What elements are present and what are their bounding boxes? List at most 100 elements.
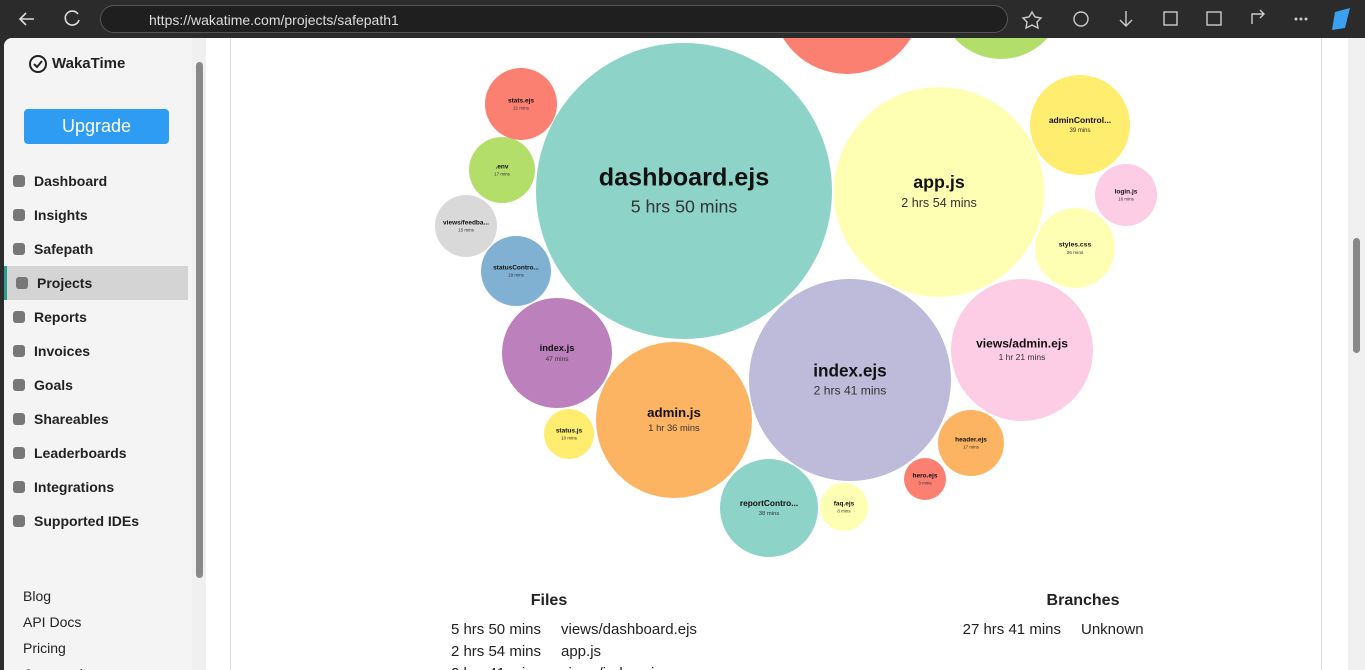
table-cell: 2 hrs 54 mins [450, 643, 541, 660]
nav-icon [13, 175, 25, 187]
bubble-label: stats.ejs [508, 98, 534, 105]
nav-icon [13, 379, 25, 391]
bubble[interactable]: views/feedba...15 mins [435, 195, 497, 257]
bubble-circle [596, 342, 752, 498]
back-button[interactable] [18, 12, 34, 26]
sidebar: WakaTime Upgrade Dashboard Insights Safepa… [4, 38, 192, 670]
collections-button[interactable] [1163, 11, 1178, 26]
favorites-button[interactable] [1021, 10, 1043, 30]
nav-label: Projects [37, 275, 93, 291]
table-cell: views/index.ejs [561, 665, 662, 670]
bubble-label: hero.ejs [913, 473, 938, 480]
bubble-time: 2 hrs 41 mins [814, 384, 887, 398]
upgrade-button[interactable]: Upgrade [24, 109, 169, 144]
footer-link[interactable]: Community [23, 666, 94, 670]
bubble[interactable]: dashboard.ejs 5 hrs 50 mins [536, 43, 832, 339]
nav-item[interactable]: Integrations [4, 470, 188, 504]
bubble[interactable]: statusContro...19 mins [481, 236, 551, 306]
bubble-label: status.js [556, 428, 583, 435]
bubble-time: 3 mins [918, 480, 932, 485]
nav-item[interactable]: Goals [4, 368, 188, 402]
main-scrollbar [1348, 38, 1365, 670]
bubble-circle [834, 87, 1044, 297]
bubble-circle [1030, 75, 1130, 175]
bubble-time: 26 mins [1067, 250, 1084, 256]
nav-item[interactable]: Safepath [4, 232, 188, 266]
bubble-label: app.js [913, 172, 965, 192]
bubble-label: statusContro... [493, 265, 539, 272]
table-cell: views/dashboard.ejs [561, 621, 697, 638]
refresh-button[interactable] [64, 10, 80, 26]
nav-item[interactable]: Shareables [4, 402, 188, 436]
nav-item[interactable]: Reports [4, 300, 188, 334]
copilot-button[interactable] [1332, 8, 1350, 30]
page-content: WakaTime Upgrade Dashboard Insights Safepa… [4, 38, 1365, 670]
nav-item[interactable]: Leaderboards [4, 436, 188, 470]
nav-label: Invoices [34, 343, 91, 359]
table-cell: 5 hrs 50 mins [450, 621, 541, 638]
bubble-label: adminControl... [1049, 115, 1111, 125]
bubble-time: 1 hr 21 mins [999, 352, 1046, 362]
bubble-time: 5 hrs 50 mins [631, 196, 738, 216]
table-title: Files [530, 592, 568, 609]
address-bar[interactable]: https://wakatime.com/projects/safepath1 [100, 5, 1008, 33]
table-cell: Unknown [1081, 621, 1144, 638]
nav-icon [13, 481, 25, 493]
bubble-label: index.ejs [813, 360, 886, 380]
nav-item[interactable]: Dashboard [4, 164, 188, 198]
bubble-circle [469, 137, 535, 203]
logo[interactable]: WakaTime [52, 55, 126, 72]
history-button[interactable] [1073, 11, 1089, 27]
footer-link[interactable]: Pricing [23, 640, 66, 656]
bubble-label: reportContro... [740, 498, 798, 508]
nav-item[interactable]: Supported IDEs [4, 504, 188, 538]
nav-icon [13, 209, 25, 221]
nav-icon [16, 277, 28, 289]
share-button[interactable] [1251, 9, 1265, 24]
nav-item[interactable]: Invoices [4, 334, 188, 368]
bubble[interactable]: views/admin.ejs 1 hr 21 mins [951, 279, 1093, 421]
table-cell: 27 hrs 41 mins [962, 621, 1061, 638]
main-panel: stats.ejs 21 mins dashboard.ejs 5 hrs 50 mi… [230, 38, 1322, 670]
bubble-circle [435, 195, 497, 257]
bubble-circle [544, 409, 594, 459]
bubble[interactable]: index.js 47 mins [502, 298, 612, 408]
toolbar-icons [1021, 8, 1350, 30]
screenshot-button[interactable] [1206, 11, 1222, 26]
nav-item[interactable]: Insights [4, 198, 188, 232]
bubble-time: 2 hrs 54 mins [901, 196, 977, 210]
browser-toolbar: https://wakatime.com/projects/safepath1 [0, 0, 1365, 38]
bubble-circle [481, 236, 551, 306]
bubble[interactable]: index.ejs 2 hrs 41 mins [749, 279, 951, 481]
footer-link[interactable]: Blog [23, 588, 52, 604]
bubble-time: 1 hr 36 mins [648, 423, 700, 433]
bubble-time: 10 mins [561, 435, 578, 440]
more-button[interactable] [1294, 17, 1308, 21]
bubble-label: login.js [1115, 189, 1138, 196]
bubble-label: views/feedba... [443, 220, 489, 227]
bubble[interactable]: admin.js 1 hr 36 mins [596, 342, 752, 498]
bubble-circle [536, 43, 832, 339]
downloads-button[interactable] [1119, 11, 1133, 27]
bubble-time: 21 mins [513, 105, 530, 110]
bubble[interactable]: app.js 2 hrs 54 mins [834, 87, 1044, 297]
footer-link[interactable]: API Docs [23, 614, 82, 630]
bubble[interactable]: adminControl... 39 mins [1030, 75, 1130, 175]
nav-icon [13, 311, 25, 323]
sidebar-scrollbar [192, 38, 206, 670]
bubble-label: views/admin.ejs [976, 336, 1068, 350]
bubble-label: header.ejs [955, 437, 987, 444]
nav-item[interactable]: Projects [4, 266, 188, 300]
bubble-circle [820, 483, 868, 531]
bubble[interactable]: reportContro... 38 mins [720, 459, 818, 557]
